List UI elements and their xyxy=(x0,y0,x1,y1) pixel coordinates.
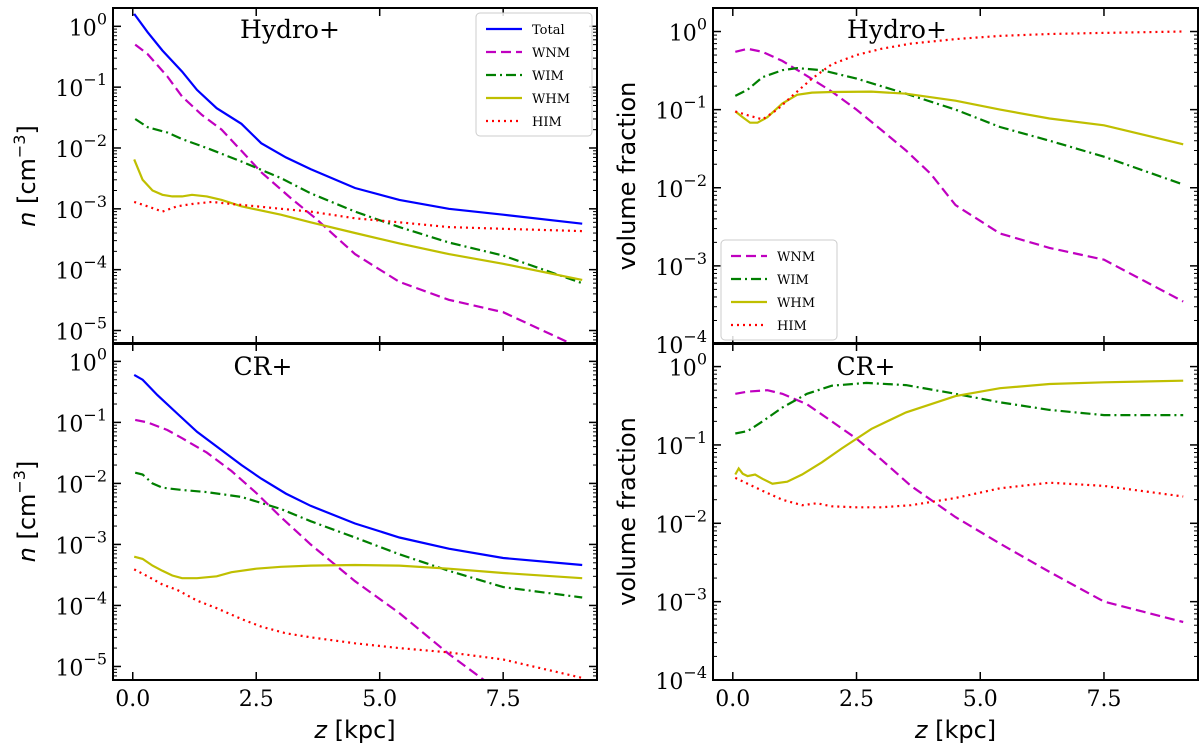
legend-label-him: HIM xyxy=(777,319,807,334)
y-tick-label: 10−2 xyxy=(55,131,107,163)
y-axis-label: n [cm−3] xyxy=(10,461,41,563)
y-tick-label: 10−3 xyxy=(655,249,707,281)
series-line-wim xyxy=(134,118,583,285)
y-tick-label: 100 xyxy=(669,15,707,47)
series-line-him xyxy=(734,30,1184,121)
y-axis-label: n [cm−3] xyxy=(10,125,41,227)
y-axis-label: volume fraction xyxy=(613,82,641,271)
x-tick-label: 2.5 xyxy=(839,687,874,712)
series-line-wim xyxy=(734,66,1184,186)
y-tick-label: 10−4 xyxy=(655,663,707,695)
y-tick-label: 10−3 xyxy=(55,527,107,559)
series-line-him xyxy=(734,476,1184,509)
x-tick-label: 2.5 xyxy=(239,687,274,712)
y-tick-label: 10−5 xyxy=(55,314,107,346)
x-tick-label: 7.5 xyxy=(1086,687,1121,712)
panel-title: Hydro+ xyxy=(847,15,947,44)
series-line-wnm xyxy=(735,389,1184,624)
y-tick-label: 10−4 xyxy=(55,588,107,620)
series-line-wim xyxy=(735,381,1184,435)
y-tick-label: 100 xyxy=(69,344,107,376)
legend-label-wim: WIM xyxy=(777,273,809,288)
series-line-whm xyxy=(734,90,1184,146)
legend-box xyxy=(475,12,593,137)
y-tick-label: 10−5 xyxy=(55,649,107,681)
series-line-wnm xyxy=(134,418,486,680)
series-line-whm xyxy=(133,158,583,281)
series-line-wnm xyxy=(735,47,1184,303)
y-axis-label: volume fraction xyxy=(613,417,641,606)
legend-label-whm: WHM xyxy=(532,92,570,107)
axes-frame xyxy=(112,342,598,681)
y-tick-label: 10−1 xyxy=(55,70,107,102)
panel-top-right: 100 10−1 10−2 10−3 10−4 volume fraction Hydro+… xyxy=(613,7,1199,359)
legend-label-wnm: WNM xyxy=(532,46,570,61)
x-axis-label: z [kpc] xyxy=(313,716,395,744)
y-tick-label: 10−1 xyxy=(655,428,707,460)
legend-label-wim: WIM xyxy=(532,69,564,84)
series-line-total xyxy=(133,13,583,225)
series-line-him xyxy=(133,568,583,679)
panel-title: CR+ xyxy=(234,352,293,381)
x-tick-label: 5.0 xyxy=(362,687,397,712)
panel-top-left: 100 10−1 10−2 10−3 10−4 10−5 n [cm−3] Hydro+ Tot… xyxy=(10,7,598,346)
series-line-total xyxy=(133,373,583,567)
y-tick-label: 10−2 xyxy=(55,466,107,498)
y-tick-label: 100 xyxy=(69,9,107,41)
y-tick-label: 10−1 xyxy=(55,405,107,437)
panel-bottom-right: 0.0 2.5 5.0 7.5 100 10−1 10−2 10−3 10−4 volume fr… xyxy=(613,342,1199,744)
panel-bottom-left: 0.0 2.5 5.0 7.5 100 10−1 10−2 10−3 10−4 10−5 n [cm… xyxy=(10,342,598,744)
y-tick-label: 10−3 xyxy=(655,585,707,617)
y-tick-label: 10−1 xyxy=(655,93,707,125)
y-tick-label: 10−4 xyxy=(655,327,707,359)
panel-title: CR+ xyxy=(837,352,896,381)
legend: Total WNM WIM WHM HIM xyxy=(475,12,593,137)
axes-frame xyxy=(712,342,1199,681)
panel-title: Hydro+ xyxy=(240,15,340,44)
x-axis-label: z [kpc] xyxy=(914,716,996,744)
x-tick-label: 0.0 xyxy=(715,687,750,712)
legend-box xyxy=(720,239,838,341)
y-tick-label: 100 xyxy=(669,350,707,382)
x-tick-label: 5.0 xyxy=(963,687,998,712)
legend-label-total: Total xyxy=(532,23,565,38)
legend-label-wnm: WNM xyxy=(777,250,815,265)
x-tick-label: 0.0 xyxy=(115,687,150,712)
y-tick-label: 10−2 xyxy=(655,171,707,203)
x-tick-label: 7.5 xyxy=(486,687,521,712)
y-tick-label: 10−3 xyxy=(55,192,107,224)
legend-label-him: HIM xyxy=(532,115,562,130)
y-tick-label: 10−2 xyxy=(655,506,707,538)
series-line-wnm xyxy=(134,43,575,344)
series-line-whm xyxy=(133,555,583,580)
legend: WNM WIM WHM HIM xyxy=(720,239,838,341)
y-tick-label: 10−4 xyxy=(55,253,107,285)
series-line-whm xyxy=(734,379,1184,485)
legend-label-whm: WHM xyxy=(777,296,815,311)
